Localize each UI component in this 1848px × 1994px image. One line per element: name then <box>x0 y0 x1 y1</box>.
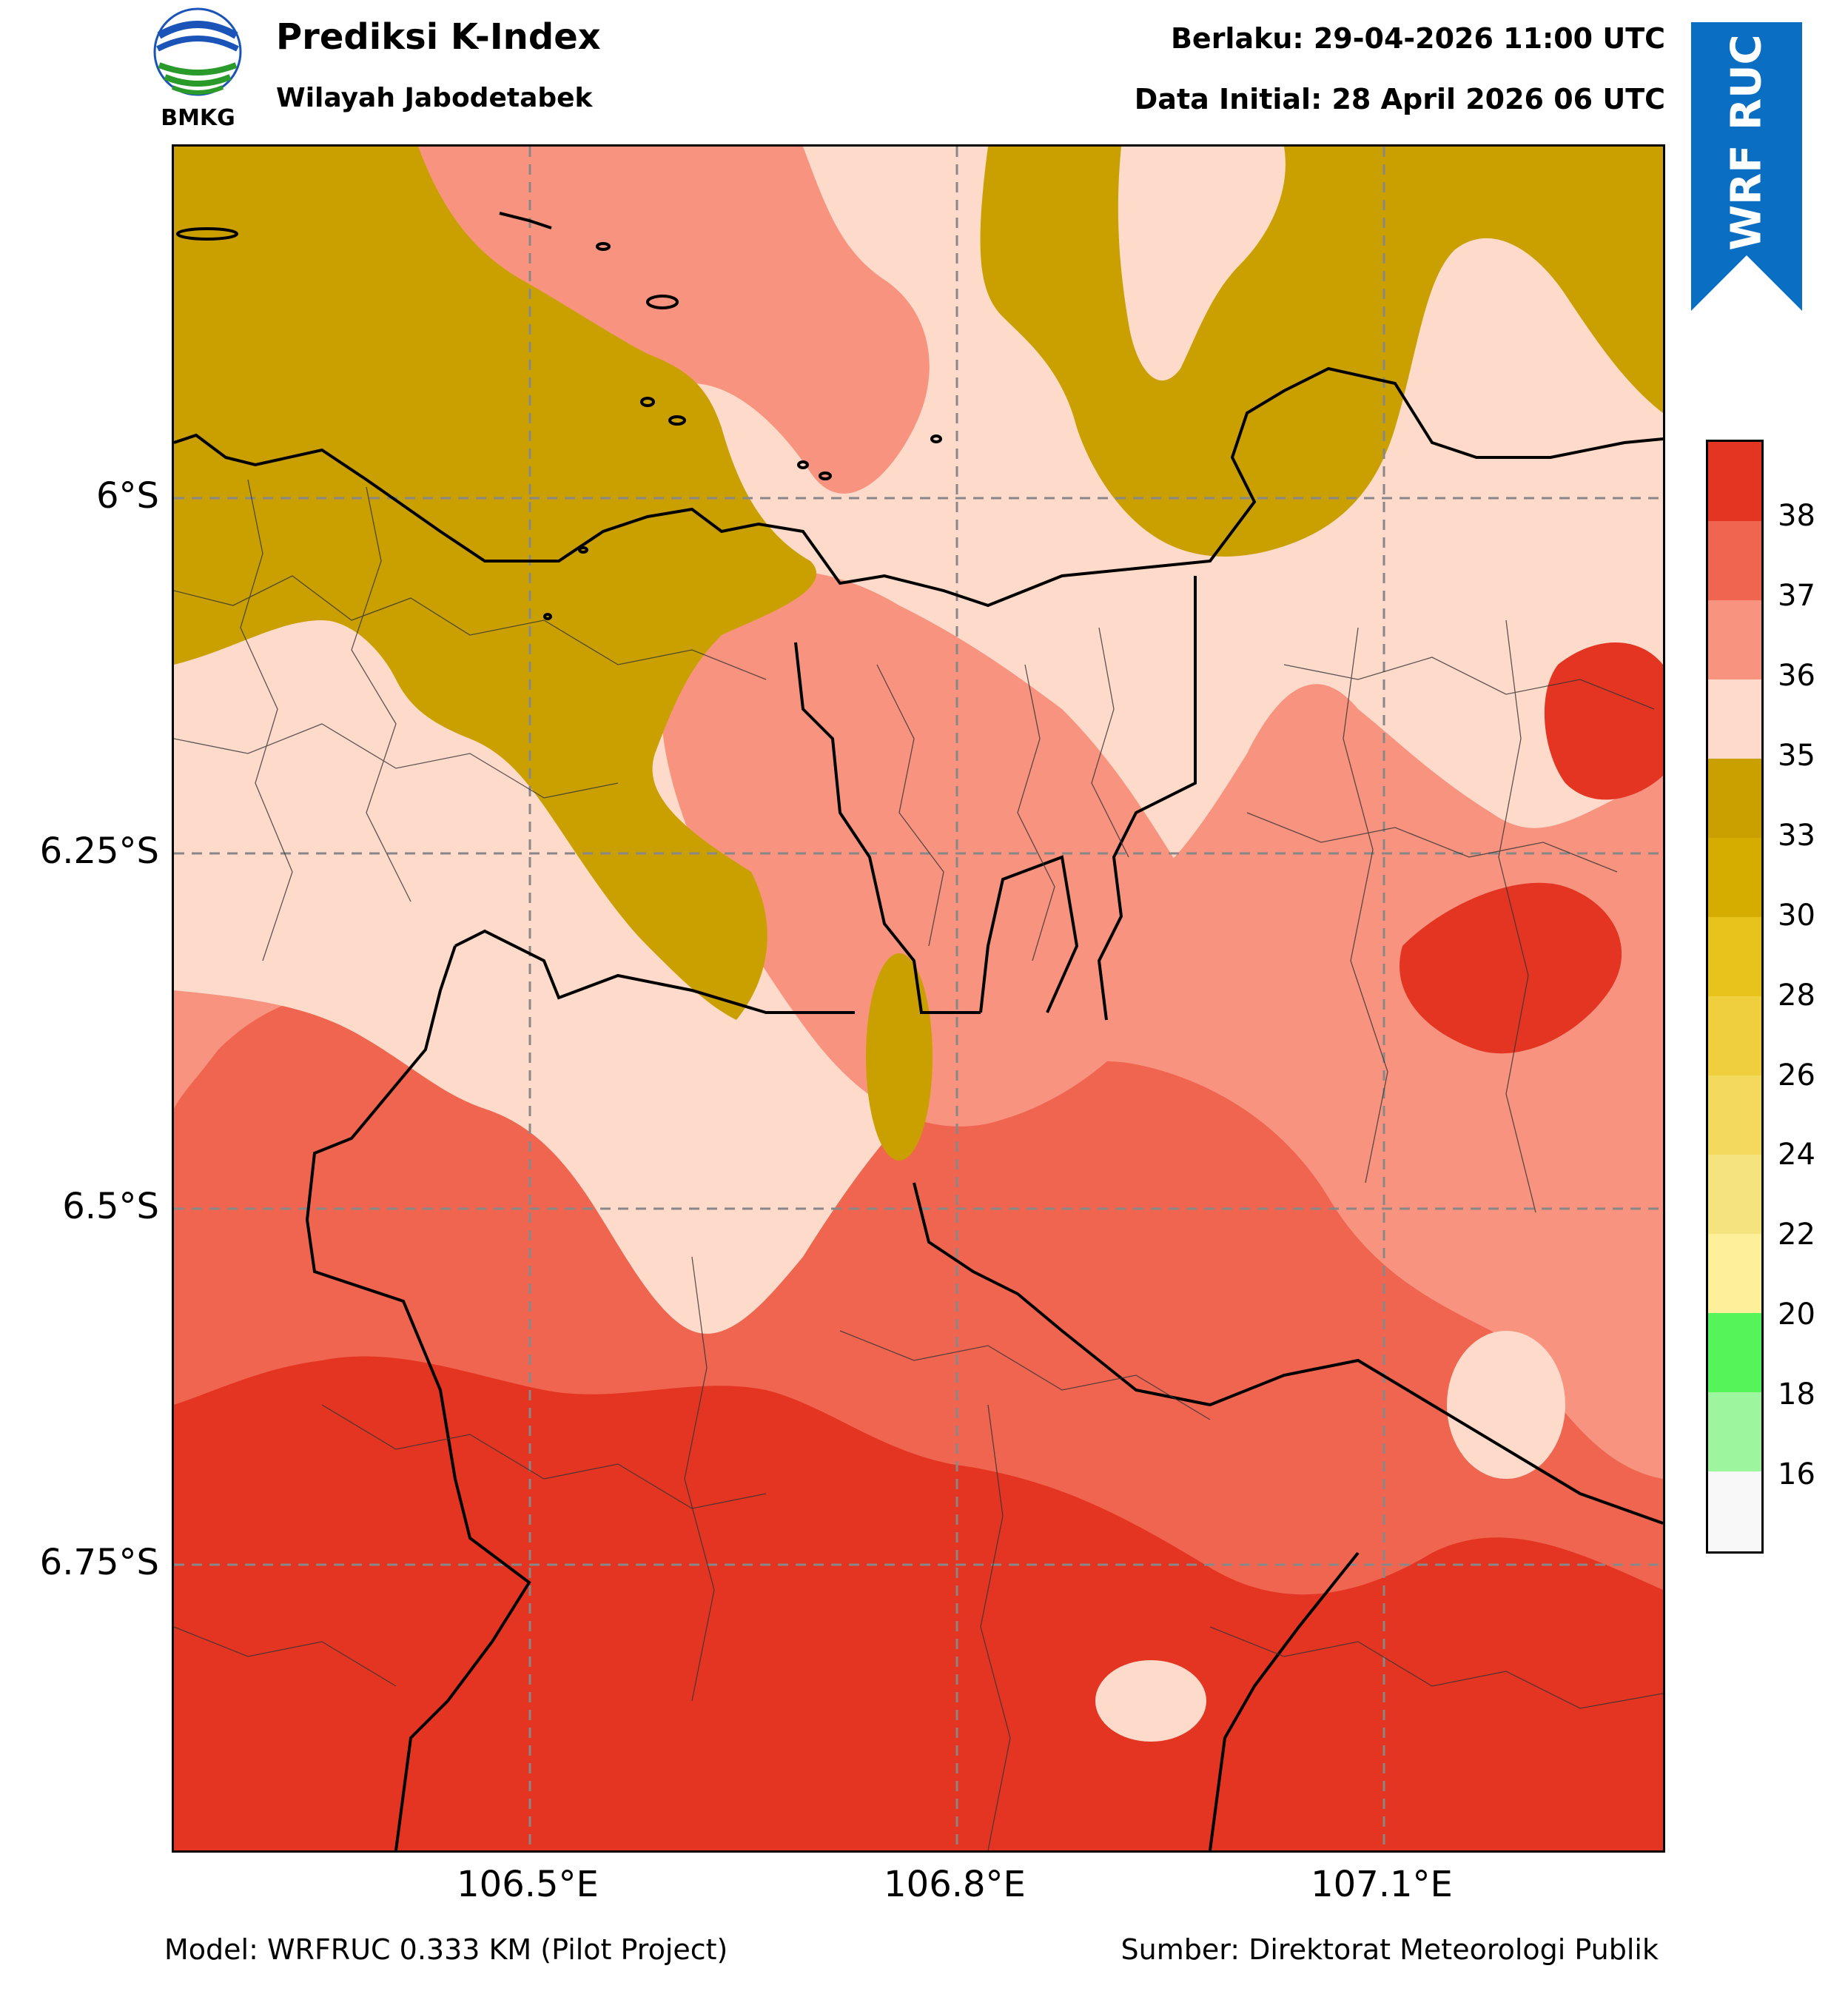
initial-time: Data Initial: 28 April 2026 06 UTC <box>1134 83 1665 115</box>
tick-37: 37 <box>1778 579 1815 613</box>
bmkg-logo: BMKG <box>152 6 244 132</box>
colorbar-swatch-32 <box>1708 838 1761 917</box>
tick-28: 28 <box>1778 978 1815 1013</box>
colorbar-swatch-27 <box>1708 996 1761 1075</box>
tick-18: 18 <box>1778 1377 1815 1411</box>
colorbar-swatch-15 <box>1708 1471 1761 1551</box>
district-lines <box>174 479 1663 1850</box>
lat-label-6.25s: 6.25°S <box>39 830 159 872</box>
colorbar-swatch-38 <box>1708 442 1761 521</box>
valid-time: Berlaku: 29-04-2026 11:00 UTC <box>1170 22 1665 55</box>
footer-source: Sumber: Direktorat Meteorologi Publik <box>1120 1933 1659 1966</box>
lat-label-6s: 6°S <box>95 475 159 517</box>
lon-label-106.8e: 106.8°E <box>884 1864 1026 1905</box>
lon-label-107.1e: 107.1°E <box>1311 1864 1453 1905</box>
colorbar-swatch-25 <box>1708 1075 1761 1155</box>
page-title: Prediksi K-Index <box>276 16 601 58</box>
field-olive-nw <box>174 147 817 1020</box>
footer-model: Model: WRFRUC 0.333 KM (Pilot Project) <box>164 1933 728 1966</box>
admin-boundaries <box>305 576 1663 1850</box>
colorbar-swatch-34 <box>1708 759 1761 838</box>
field-peach-east <box>1447 1331 1565 1479</box>
tick-20: 20 <box>1778 1298 1815 1332</box>
field-plume <box>396 147 930 494</box>
region-subtitle: Wilayah Jabodetabek <box>276 83 593 113</box>
tick-22: 22 <box>1778 1218 1815 1252</box>
colorbar <box>1706 440 1764 1554</box>
colorbar-swatch-17 <box>1708 1392 1761 1471</box>
lat-label-6.75s: 6.75°S <box>39 1542 159 1583</box>
colorbar-swatch-29 <box>1708 917 1761 996</box>
colorbar-swatch-37 <box>1708 521 1761 600</box>
field-peach-ne <box>1118 147 1286 381</box>
logo-text: BMKG <box>161 105 235 131</box>
lat-label-6.5s: 6.5°S <box>62 1186 159 1227</box>
tick-26: 26 <box>1778 1058 1815 1092</box>
field-k38-ne <box>1544 642 1663 800</box>
tick-24: 24 <box>1778 1138 1815 1172</box>
colorbar-swatch-23 <box>1708 1155 1761 1234</box>
k-index-map <box>172 144 1665 1853</box>
field-k38-east <box>1400 882 1622 1054</box>
tick-38: 38 <box>1778 499 1815 533</box>
tick-33: 33 <box>1778 819 1815 853</box>
tick-35: 35 <box>1778 739 1815 773</box>
tick-16: 16 <box>1778 1457 1815 1491</box>
islands <box>176 212 942 620</box>
field-olive-spot <box>866 953 933 1161</box>
lon-label-106.5e: 106.5°E <box>457 1864 599 1905</box>
colorbar-swatch-21 <box>1708 1234 1761 1313</box>
coastline <box>174 366 1663 608</box>
colorbar-swatch-36 <box>1708 600 1761 679</box>
tick-30: 30 <box>1778 899 1815 933</box>
colorbar-swatch-19 <box>1708 1313 1761 1392</box>
field-peach-south <box>1095 1660 1206 1742</box>
wrf-ruc-ribbon <box>1691 22 1802 311</box>
colorbar-swatch-35 <box>1708 679 1761 759</box>
tick-36: 36 <box>1778 659 1815 693</box>
ribbon-text: WRF RUC <box>1722 34 1771 251</box>
